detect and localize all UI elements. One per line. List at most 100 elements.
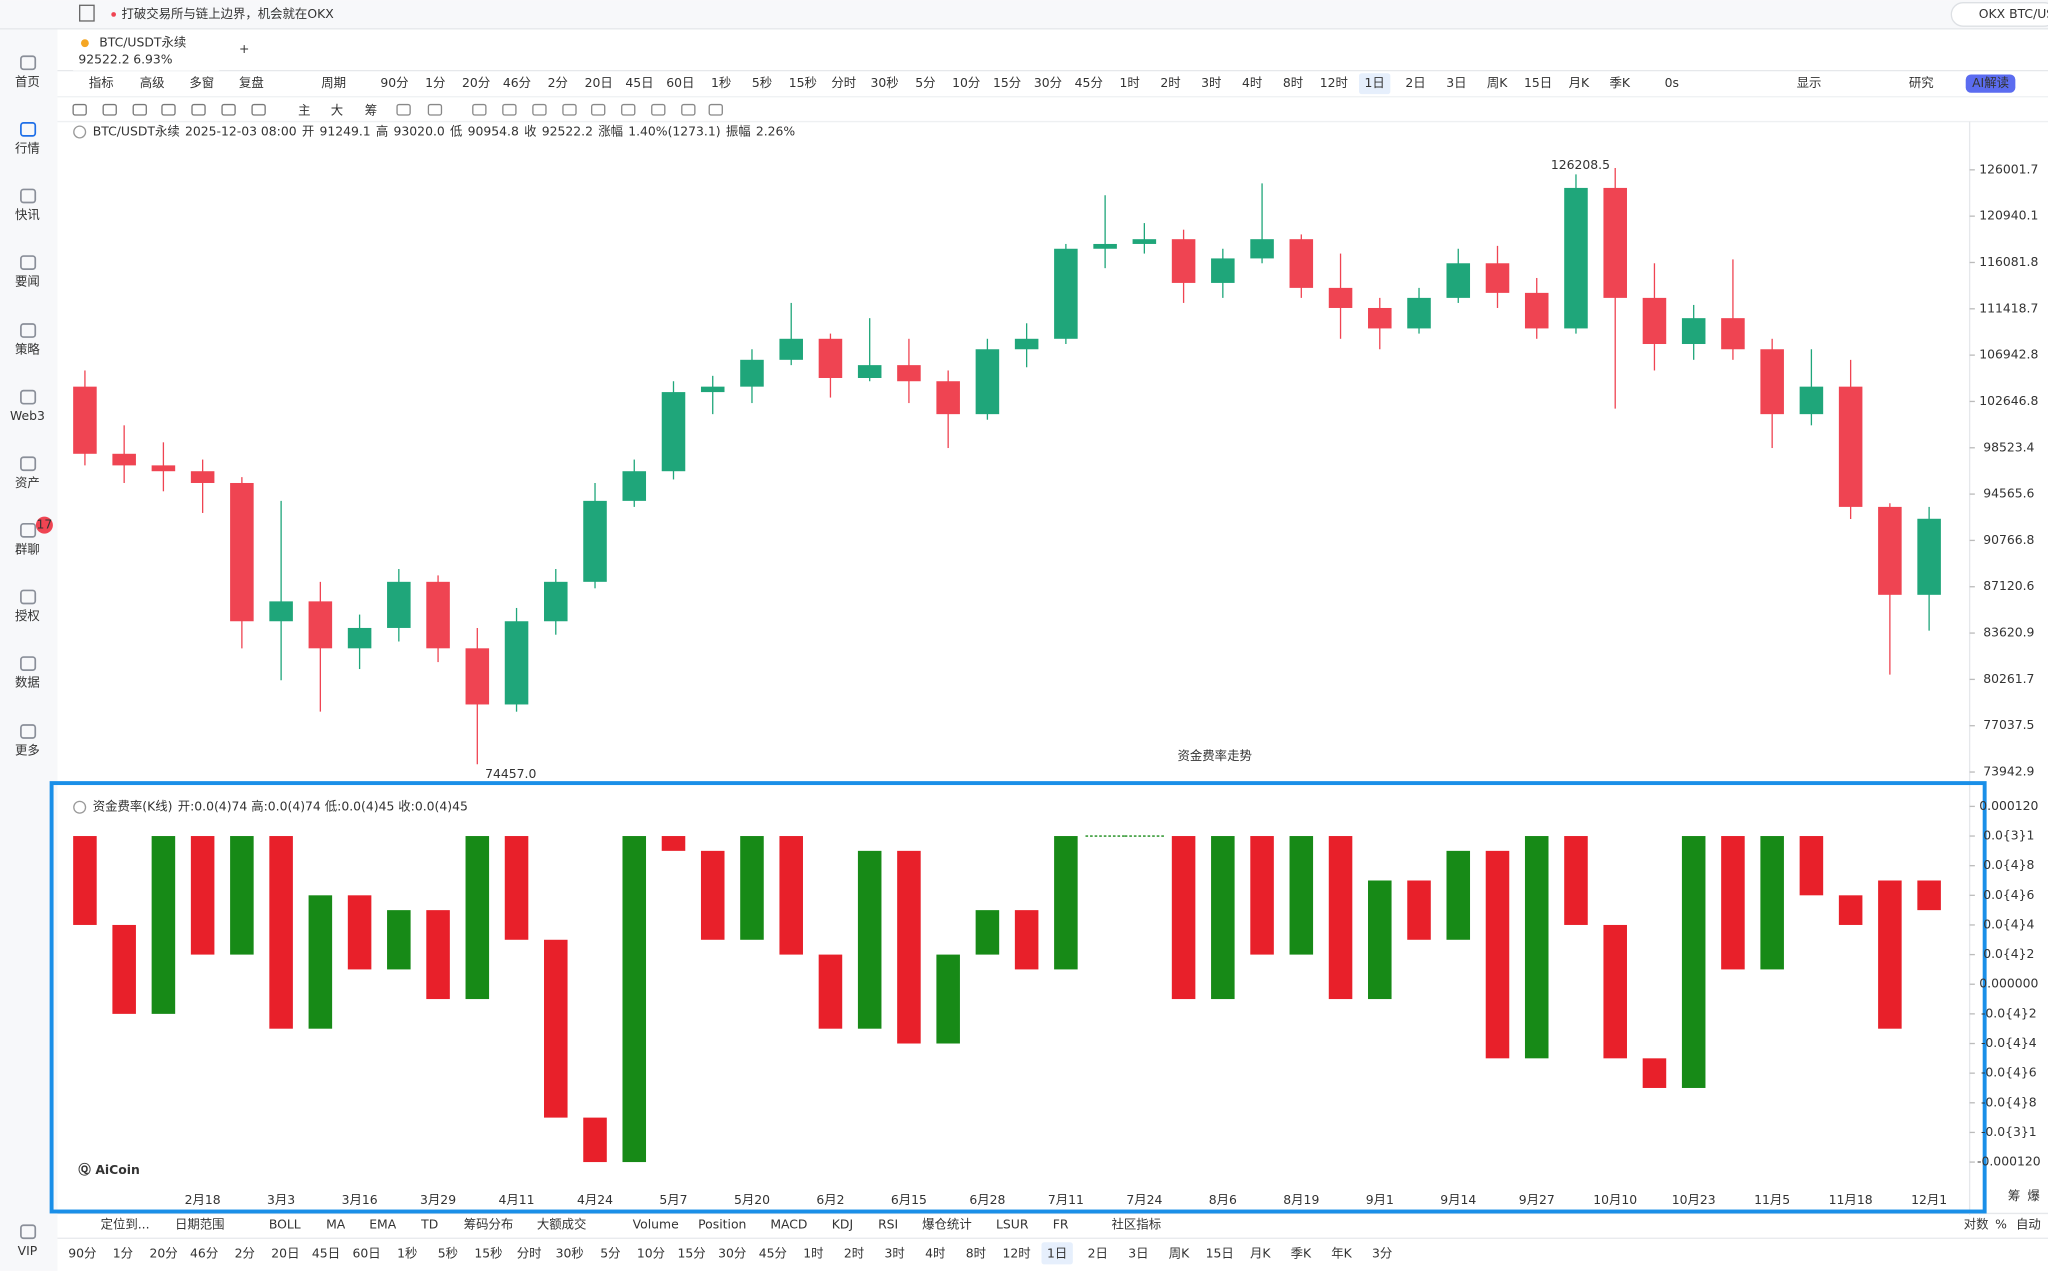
interval[interactable]: 月K bbox=[1569, 75, 1590, 90]
interval[interactable]: 30分 bbox=[718, 1245, 746, 1260]
interval[interactable]: 15秒 bbox=[474, 1245, 502, 1260]
interval[interactable]: 2分 bbox=[548, 75, 568, 90]
toolbar-right[interactable]: 显示 bbox=[1797, 75, 1822, 90]
sidebar-label[interactable]: 群聊 bbox=[15, 541, 40, 556]
side-label[interactable]: 爆 bbox=[2027, 1188, 2040, 1203]
draw-tool[interactable] bbox=[221, 103, 236, 116]
interval[interactable]: 5秒 bbox=[438, 1245, 458, 1260]
bottom-button[interactable]: 定位到... bbox=[101, 1217, 150, 1232]
draw-tool[interactable] bbox=[651, 103, 666, 116]
interval[interactable]: 45分 bbox=[759, 1245, 787, 1260]
toolbar-button[interactable]: 多窗 bbox=[189, 75, 214, 90]
interval[interactable]: 2日 bbox=[1088, 1245, 1108, 1260]
interval[interactable]: 30秒 bbox=[870, 75, 898, 90]
search-text[interactable]: OKX BTC/USD bbox=[1979, 6, 2048, 21]
search-box[interactable] bbox=[1950, 2, 2048, 27]
draw-tool[interactable] bbox=[191, 103, 206, 116]
draw-tool-label[interactable]: 大 bbox=[331, 103, 343, 118]
scale-option[interactable]: 自动 bbox=[2016, 1217, 2041, 1232]
interval[interactable]: 20分 bbox=[462, 75, 490, 90]
interval[interactable]: 2分 bbox=[235, 1245, 255, 1260]
interval[interactable]: 60日 bbox=[666, 75, 694, 90]
indicator[interactable]: LSUR bbox=[996, 1217, 1029, 1232]
interval[interactable]: 45日 bbox=[312, 1245, 340, 1260]
interval[interactable]: 周K bbox=[1169, 1245, 1190, 1260]
interval[interactable]: 周K bbox=[1487, 75, 1508, 90]
draw-tool[interactable] bbox=[708, 103, 723, 116]
interval[interactable]: 分时 bbox=[517, 1245, 542, 1260]
draw-tool[interactable] bbox=[396, 103, 411, 116]
interval[interactable]: 季K bbox=[1291, 1245, 1312, 1260]
interval[interactable]: 1分 bbox=[113, 1245, 133, 1260]
interval[interactable]: 15分 bbox=[678, 1245, 706, 1260]
draw-tool[interactable] bbox=[72, 103, 87, 116]
interval[interactable]: 3日 bbox=[1128, 1245, 1148, 1260]
draw-tool[interactable] bbox=[472, 103, 487, 116]
interval[interactable]: 1时 bbox=[803, 1245, 823, 1260]
draw-tool[interactable] bbox=[102, 103, 117, 116]
collapse-icon[interactable] bbox=[73, 125, 87, 139]
collapse-icon[interactable] bbox=[73, 800, 87, 814]
interval[interactable]: 46分 bbox=[503, 75, 531, 90]
interval[interactable]: 1秒 bbox=[711, 75, 731, 90]
draw-tool[interactable] bbox=[681, 103, 696, 116]
indicator[interactable]: MACD bbox=[770, 1217, 807, 1232]
toolbar-button[interactable]: 周期 bbox=[321, 75, 346, 90]
draw-tool[interactable] bbox=[532, 103, 547, 116]
interval[interactable]: 1秒 bbox=[397, 1245, 417, 1260]
interval[interactable]: 3时 bbox=[885, 1245, 905, 1260]
interval[interactable]: 5分 bbox=[600, 1245, 620, 1260]
tab-title[interactable]: BTC/USDT永续 bbox=[99, 35, 186, 50]
ai-button[interactable] bbox=[1965, 74, 2016, 93]
draw-tool[interactable] bbox=[132, 103, 147, 116]
toolbar-right[interactable]: 0s bbox=[1665, 75, 1679, 90]
add-tab[interactable]: + bbox=[239, 41, 249, 56]
indicator[interactable]: EMA bbox=[369, 1217, 397, 1232]
interval[interactable]: 1日 bbox=[1047, 1245, 1067, 1260]
draw-tool[interactable] bbox=[562, 103, 577, 116]
indicator[interactable]: Volume bbox=[633, 1217, 679, 1232]
interval[interactable]: 3日 bbox=[1446, 75, 1466, 90]
interval[interactable]: 60日 bbox=[353, 1245, 381, 1260]
interval[interactable]: 2日 bbox=[1405, 75, 1425, 90]
interval[interactable]: 15日 bbox=[1206, 1245, 1234, 1260]
interval[interactable]: 8时 bbox=[966, 1245, 986, 1260]
draw-tool[interactable] bbox=[591, 103, 606, 116]
toolbar-button[interactable]: 复盘 bbox=[239, 75, 264, 90]
scale-option[interactable]: 对数 bbox=[1964, 1217, 1989, 1232]
interval[interactable]: 3时 bbox=[1201, 75, 1221, 90]
interval[interactable]: 20日 bbox=[271, 1245, 299, 1260]
draw-tool[interactable] bbox=[621, 103, 636, 116]
indicator[interactable]: FR bbox=[1053, 1217, 1069, 1232]
indicator[interactable]: 筹码分布 bbox=[464, 1217, 514, 1232]
ai-label[interactable]: AI解读 bbox=[1972, 75, 2009, 90]
sidebar-icon[interactable] bbox=[20, 589, 37, 605]
interval[interactable]: 15分 bbox=[993, 75, 1021, 90]
interval[interactable]: 8时 bbox=[1283, 75, 1303, 90]
indicator[interactable]: TD bbox=[420, 1217, 438, 1232]
interval[interactable]: 季K bbox=[1609, 75, 1630, 90]
banner[interactable]: 打破交易所与链上边界，机会就在OKX bbox=[121, 6, 334, 21]
draw-tool[interactable] bbox=[427, 103, 443, 116]
sidebar-icon[interactable] bbox=[20, 121, 37, 137]
interval[interactable]: 1分 bbox=[425, 75, 445, 90]
interval[interactable]: 45分 bbox=[1075, 75, 1103, 90]
sidebar-label[interactable]: 数据 bbox=[15, 675, 40, 690]
bottom-button[interactable]: 日期范围 bbox=[175, 1217, 225, 1232]
sidebar-icon[interactable] bbox=[20, 55, 37, 71]
indicator[interactable]: BOLL bbox=[269, 1217, 301, 1232]
indicator[interactable]: 社区指标 bbox=[1112, 1217, 1162, 1232]
draw-tool[interactable] bbox=[161, 103, 176, 116]
side-label[interactable]: 筹 bbox=[2008, 1188, 2020, 1203]
interval[interactable]: 12时 bbox=[1320, 75, 1348, 90]
draw-tool-label[interactable]: 主 bbox=[298, 103, 310, 118]
interval[interactable]: 10分 bbox=[637, 1245, 665, 1260]
indicator[interactable]: Position bbox=[698, 1217, 746, 1232]
interval[interactable]: 15秒 bbox=[789, 75, 817, 90]
toolbar-button[interactable]: 高级 bbox=[140, 75, 165, 90]
interval[interactable]: 90分 bbox=[68, 1245, 96, 1260]
sidebar-label[interactable]: 更多 bbox=[15, 743, 40, 758]
interval[interactable]: 30秒 bbox=[556, 1245, 584, 1260]
interval[interactable]: 12时 bbox=[1002, 1245, 1030, 1260]
sidebar-label[interactable]: 快讯 bbox=[15, 207, 40, 222]
